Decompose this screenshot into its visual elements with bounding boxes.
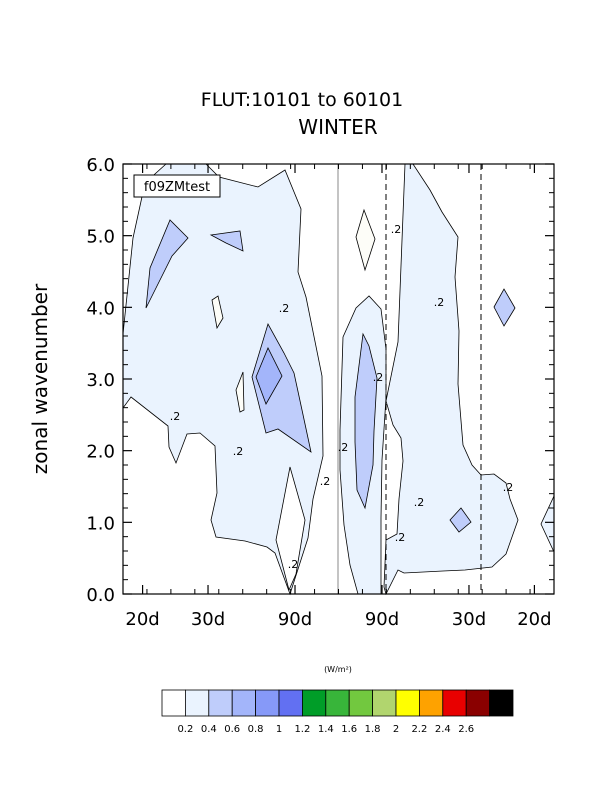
contour-label: .2	[320, 475, 331, 488]
colorbar-swatch	[348, 689, 374, 717]
colorbar-label: 0.4	[201, 724, 217, 735]
x-tick-label: 30d	[191, 609, 225, 630]
contour-label: .2	[434, 296, 445, 309]
region-left-blue-d	[255, 347, 283, 405]
hole-a	[211, 295, 224, 330]
colorbar-label: 0.2	[177, 724, 193, 735]
colorbar-label: 0.8	[248, 724, 264, 735]
y-tick-label: 4.0	[86, 298, 115, 319]
contour-label: .2	[288, 558, 299, 571]
reference-lines	[337, 164, 482, 594]
y-axis: 0.0 1.0 2.0 3.0 4.0 5.0 6.0	[86, 155, 554, 606]
region-left-blue-a	[145, 219, 189, 309]
colorbar-swatch	[489, 689, 514, 717]
chart-subtitle: WINTER	[298, 115, 377, 139]
colorbar-label: 0.6	[224, 724, 240, 735]
x-tick-label: 90d	[365, 609, 399, 630]
colorbar-label: 2	[393, 724, 399, 735]
region-left-edge-hole	[275, 466, 306, 592]
y-tick-label: 6.0	[86, 155, 115, 176]
y-tick-label: 1.0	[86, 513, 115, 534]
colorbar-swatch	[231, 689, 256, 717]
colorbar-label: 1.8	[365, 724, 381, 735]
chart-title: FLUT:10101 to 60101	[201, 89, 403, 111]
colorbar-swatch	[442, 689, 467, 717]
contour-label: .2	[503, 481, 514, 494]
colorbar-swatch	[395, 689, 420, 717]
x-tick-label: 90d	[278, 609, 312, 630]
colorbar-label: 1	[276, 724, 282, 735]
y-tick-label: 0.0	[86, 585, 115, 606]
region-left-blue-b	[209, 230, 244, 252]
y-tick-label: 2.0	[86, 442, 115, 463]
y-axis-label: zonal wavenumber	[28, 283, 52, 474]
contour-label: .2	[414, 496, 425, 509]
colorbar-swatch	[161, 689, 186, 717]
region-right-blue	[449, 507, 472, 533]
colorbar-swatch	[255, 689, 280, 717]
contour-label: .2	[338, 441, 349, 454]
region-right	[383, 163, 519, 596]
hole-c	[355, 208, 376, 272]
x-axis: 20d 30d 90d 90d 30d 20d	[125, 164, 552, 630]
colorbar-swatch	[208, 689, 233, 717]
x-tick-label: 30d	[452, 609, 486, 630]
region-far-right	[540, 495, 555, 553]
contour-label: .2	[391, 223, 402, 236]
legend-box: f09ZMtest	[133, 174, 221, 198]
colorbar-label: 1.2	[294, 724, 310, 735]
colorbar-label: 2.6	[458, 724, 474, 735]
region-right-blue-b	[493, 288, 516, 327]
colorbar-swatch	[465, 689, 491, 717]
y-tick-label: 5.0	[86, 227, 115, 248]
colorbar-swatch	[418, 689, 444, 717]
y-tick-label: 3.0	[86, 370, 115, 391]
colorbar-swatch	[325, 689, 350, 717]
contour-label: .2	[373, 371, 384, 384]
x-tick-label: 20d	[517, 609, 551, 630]
contour-labels: .2 .2 .2 .2 .2 .2 .2 .2 .2 .2 .2 .2	[170, 223, 514, 571]
colorbar-swatch	[278, 689, 303, 717]
colorbar-swatch	[372, 689, 397, 717]
contour-label: .2	[279, 302, 290, 315]
colorbar-swatch	[301, 689, 327, 717]
contour-label: .2	[170, 410, 181, 423]
colorbar: 0.2 0.4 0.6 0.8 1 1.2 1.4 1.6 1.8 2 2.2 2.4 2.6	[161, 689, 514, 735]
hole-b	[235, 371, 245, 413]
contour-fills	[122, 163, 555, 596]
colorbar-label: 2.4	[435, 724, 451, 735]
colorbar-label: 2.2	[411, 724, 427, 735]
legend-box-label: f09ZMtest	[144, 180, 210, 195]
colorbar-label: 1.6	[341, 724, 357, 735]
colorbar-swatch	[184, 689, 210, 717]
x-tick-label: 20d	[125, 609, 159, 630]
colorbar-units: (W/m²)	[324, 665, 352, 674]
colorbar-label: 1.4	[318, 724, 334, 735]
region-center-blue	[354, 332, 378, 510]
contour-label: .2	[395, 531, 406, 544]
contour-label: .2	[233, 445, 244, 458]
